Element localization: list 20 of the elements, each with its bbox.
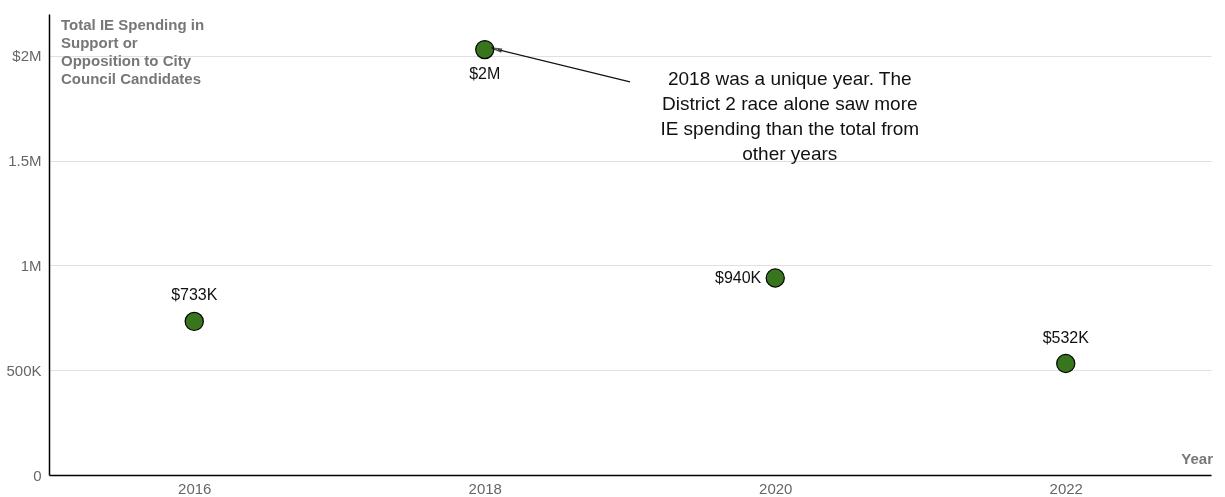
y-tick-label: 0	[33, 466, 42, 484]
point	[765, 268, 785, 288]
point	[475, 39, 495, 60]
x-tick-label: 2020	[759, 479, 793, 497]
point	[1056, 353, 1076, 374]
point	[184, 311, 204, 332]
x-tick-label: 2018	[468, 479, 502, 497]
y-axis-title: Total IE Spending in Support or Opposition to City Council Candidates	[61, 16, 205, 87]
x-tick-label: 2022	[1049, 479, 1083, 497]
y-tick-label: 500K	[6, 361, 42, 379]
data-label: $2M	[469, 64, 501, 82]
data-label: $940K	[714, 269, 762, 287]
x-axis-title: Year	[1181, 450, 1214, 467]
y-tick-label: 1M	[20, 256, 42, 274]
y-tick-label: $2M	[12, 47, 42, 65]
annotation: 2018 was a unique year. The District 2 race alone saw more IE spending than the total from other years	[660, 67, 920, 164]
data-label: $733K	[171, 286, 218, 304]
x-tick-label: 2016	[178, 479, 212, 497]
data-label: $532K	[1042, 328, 1090, 346]
y-tick-label: 1.5M	[8, 152, 42, 170]
